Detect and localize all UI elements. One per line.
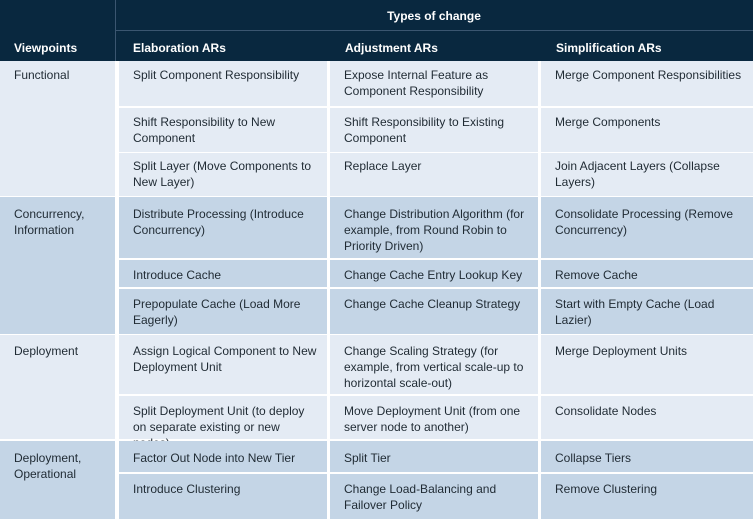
cell-text: Introduce Clustering (133, 482, 241, 496)
table-cell: Change Load-Balancing and Failover Polic… (330, 474, 538, 519)
column-header-simplification-label: Simplification ARs (556, 41, 662, 55)
cell-text: Change Cache Cleanup Strategy (344, 297, 521, 311)
table-cell: Split Tier (330, 441, 538, 472)
cell-text: Distribute Processing (Introduce Concurr… (133, 207, 304, 237)
table-cell: Consolidate Nodes (541, 396, 753, 439)
table-cell: Factor Out Node into New Tier (119, 441, 327, 472)
table-cell: Change Distribution Algorithm (for examp… (330, 197, 538, 258)
table-cell: Assign Logical Component to New Deployme… (119, 335, 327, 394)
column-header-simplification: Simplification ARs (556, 40, 662, 56)
column-header-adjustment-label: Adjustment ARs (345, 41, 438, 55)
cell-text: Split Component Responsibility (133, 68, 300, 82)
cell-text: Shift Responsibility to Existing Compone… (344, 115, 505, 145)
cell-text: Merge Deployment Units (555, 344, 688, 358)
cell-text: Expose Internal Feature as Component Res… (344, 68, 489, 98)
table-cell: Change Cache Cleanup Strategy (330, 289, 538, 334)
cell-text: Change Cache Entry Lookup Key (344, 268, 523, 282)
cell-text: Start with Empty Cache (Load Lazier) (555, 297, 715, 327)
viewpoint-label: Deployment, Operational (14, 451, 82, 481)
cell-text: Split Tier (344, 451, 391, 465)
cell-text: Change Distribution Algorithm (for examp… (344, 207, 525, 253)
table-cell: Merge Components (541, 108, 753, 152)
viewpoint-cell: Functional (0, 61, 115, 196)
table-cell: Change Scaling Strategy (for example, fr… (330, 335, 538, 394)
column-header-viewpoints: Viewpoints (14, 40, 77, 56)
cell-text: Collapse Tiers (555, 451, 632, 465)
table-cell: Replace Layer (330, 153, 538, 196)
table-cell: Introduce Cache (119, 260, 327, 287)
table-cell: Split Deployment Unit (to deploy on sepa… (119, 396, 327, 450)
table-cell: Prepopulate Cache (Load More Eagerly) (119, 289, 327, 334)
cell-text: Replace Layer (344, 159, 422, 173)
cell-text: Remove Cache (555, 268, 638, 282)
cell-text: Shift Responsibility to New Component (133, 115, 276, 145)
viewpoint-cell: Deployment (0, 335, 115, 439)
column-header-viewpoints-label: Viewpoints (14, 41, 78, 55)
table-cell: Split Component Responsibility (119, 61, 327, 106)
cell-text: Introduce Cache (133, 268, 222, 282)
table-cell: Shift Responsibility to Existing Compone… (330, 108, 538, 152)
table-cell: Start with Empty Cache (Load Lazier) (541, 289, 753, 334)
table-cell: Merge Component Responsibilities (541, 61, 753, 106)
viewpoint-cell: Concurrency, Information (0, 197, 115, 334)
cell-text: Change Scaling Strategy (for example, fr… (344, 344, 524, 390)
cell-text: Change Load-Balancing and Failover Polic… (344, 482, 497, 512)
types-of-change-heading: Types of change (115, 8, 753, 26)
table-cell: Remove Clustering (541, 474, 753, 519)
table-cell: Split Layer (Move Components to New Laye… (119, 153, 327, 196)
table-cell: Introduce Clustering (119, 474, 327, 519)
table-cell: Consolidate Processing (Remove Concurren… (541, 197, 753, 258)
cell-text: Consolidate Processing (Remove Concurren… (555, 207, 734, 237)
column-header-elaboration-label: Elaboration ARs (133, 41, 226, 55)
viewpoint-cell: Deployment, Operational (0, 441, 115, 519)
table-cell: Remove Cache (541, 260, 753, 287)
cell-text: Merge Components (555, 115, 661, 129)
viewpoint-label: Deployment (14, 344, 79, 358)
table-cell: Shift Responsibility to New Component (119, 108, 327, 152)
table-cell: Distribute Processing (Introduce Concurr… (119, 197, 327, 258)
cell-text: Move Deployment Unit (from one server no… (344, 404, 521, 434)
types-of-change-label: Types of change (387, 9, 481, 23)
header-subline (115, 30, 753, 31)
cell-text: Remove Clustering (555, 482, 658, 496)
table-cell: Join Adjacent Layers (Collapse Layers) (541, 153, 753, 196)
cell-text: Prepopulate Cache (Load More Eagerly) (133, 297, 301, 327)
column-header-adjustment: Adjustment ARs (345, 40, 438, 56)
column-header-elaboration: Elaboration ARs (133, 40, 226, 56)
table-cell: Expose Internal Feature as Component Res… (330, 61, 538, 106)
cell-text: Split Deployment Unit (to deploy on sepa… (133, 404, 305, 450)
table-cell: Change Cache Entry Lookup Key (330, 260, 538, 287)
viewpoint-label: Functional (14, 68, 70, 82)
cell-text: Consolidate Nodes (555, 404, 657, 418)
table-cell: Collapse Tiers (541, 441, 753, 472)
cell-text: Merge Component Responsibilities (555, 68, 742, 82)
cell-text: Split Layer (Move Components to New Laye… (133, 159, 312, 189)
cell-text: Assign Logical Component to New Deployme… (133, 344, 317, 374)
cell-text: Join Adjacent Layers (Collapse Layers) (555, 159, 720, 189)
viewpoint-label: Concurrency, Information (14, 207, 85, 237)
table-cell: Move Deployment Unit (from one server no… (330, 396, 538, 439)
cell-text: Factor Out Node into New Tier (133, 451, 296, 465)
table-cell: Merge Deployment Units (541, 335, 753, 394)
